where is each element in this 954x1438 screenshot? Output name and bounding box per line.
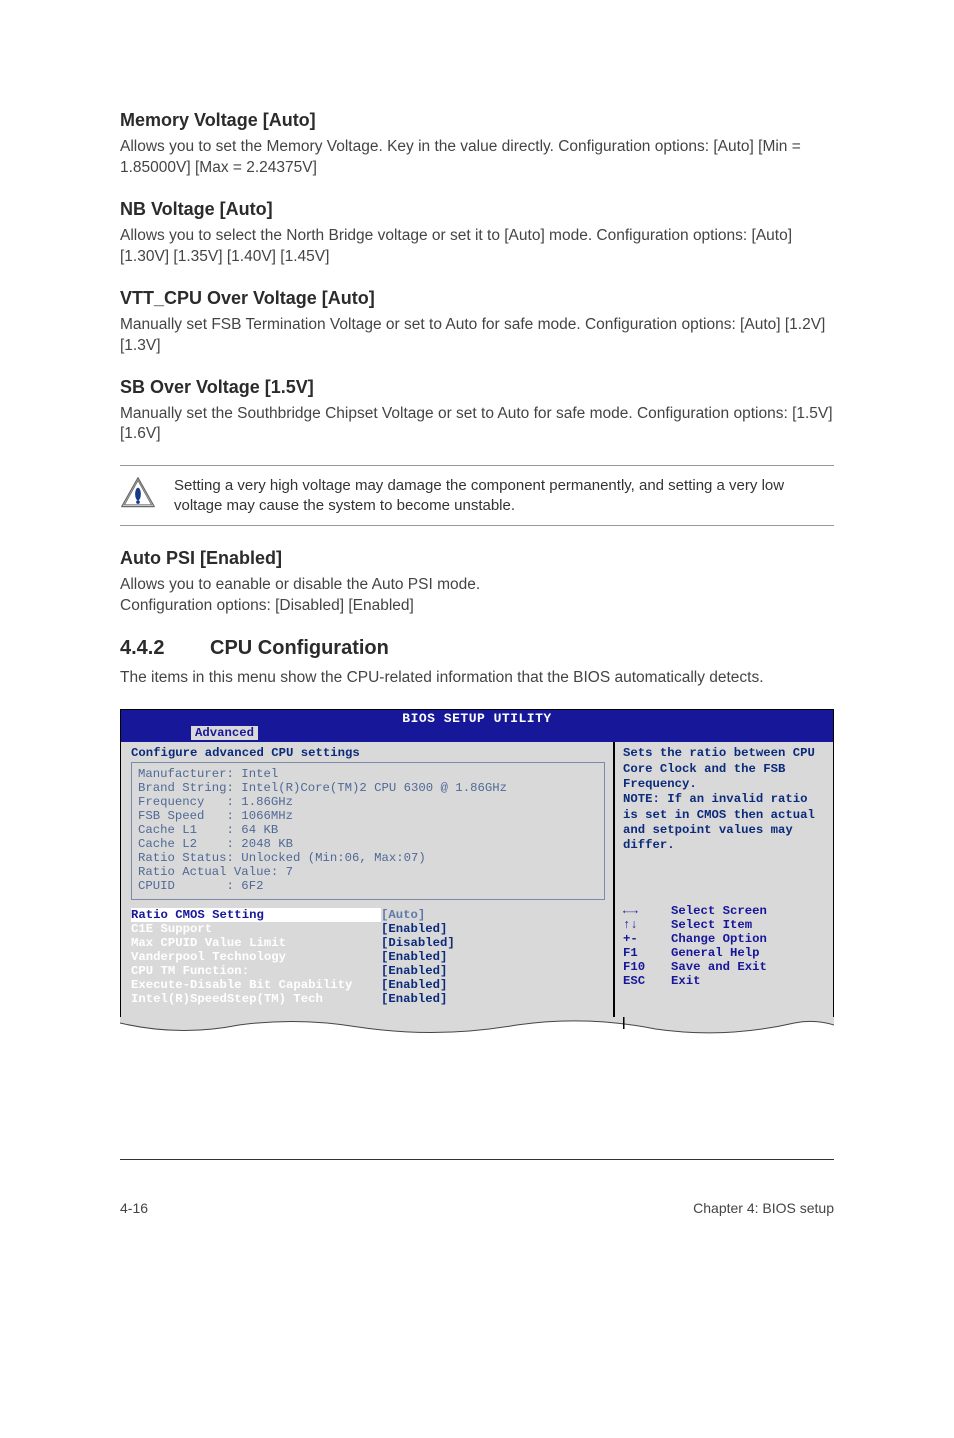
subchapter-intro: The items in this menu show the CPU-rela… xyxy=(120,668,834,689)
bios-key-symbol: ←→ xyxy=(623,904,671,918)
section-title: Auto PSI [Enabled] xyxy=(120,548,834,569)
bios-key-desc: General Help xyxy=(671,946,760,960)
bios-key-desc: Save and Exit xyxy=(671,960,767,974)
bios-setting-row[interactable]: Intel(R)SpeedStep(TM) Tech[Enabled] xyxy=(131,992,605,1006)
bios-setting-row[interactable]: Ratio CMOS Setting[Auto] xyxy=(131,908,605,922)
bios-key-symbol: F1 xyxy=(623,946,671,960)
bios-setting-row[interactable]: C1E Support[Enabled] xyxy=(131,922,605,936)
bios-info-line: Cache L2 : 2048 KB xyxy=(138,837,598,851)
bios-setting-label: Vanderpool Technology xyxy=(131,950,381,964)
section-title: NB Voltage [Auto] xyxy=(120,199,834,220)
bios-key-row: ←→Select Screen xyxy=(623,904,825,918)
warning-icon xyxy=(120,476,156,508)
page-footer: 4-16 Chapter 4: BIOS setup xyxy=(0,1160,954,1246)
section-body: Manually set the Southbridge Chipset Vol… xyxy=(120,404,834,446)
bios-setting-value: [Enabled] xyxy=(381,922,447,936)
bios-key-desc: Change Option xyxy=(671,932,767,946)
bios-setting-value: [Enabled] xyxy=(381,964,447,978)
section-body: Allows you to set the Memory Voltage. Ke… xyxy=(120,137,834,179)
section-title: VTT_CPU Over Voltage [Auto] xyxy=(120,288,834,309)
section-title: SB Over Voltage [1.5V] xyxy=(120,377,834,398)
section-body: Allows you to eanable or disable the Aut… xyxy=(120,575,834,617)
bios-setting-label: Ratio CMOS Setting xyxy=(131,908,381,922)
bios-setting-value: [Enabled] xyxy=(381,950,447,964)
bios-setting-label: Intel(R)SpeedStep(TM) Tech xyxy=(131,992,381,1006)
bios-setting-label: CPU TM Function: xyxy=(131,964,381,978)
section-body: Allows you to select the North Bridge vo… xyxy=(120,226,834,268)
bios-setting-value: [Disabled] xyxy=(381,936,455,950)
bios-info-line: Ratio Status: Unlocked (Min:06, Max:07) xyxy=(138,851,598,865)
bios-setting-row[interactable]: Max CPUID Value Limit[Disabled] xyxy=(131,936,605,950)
bios-setting-value: [Enabled] xyxy=(381,978,447,992)
bios-setting-label: C1E Support xyxy=(131,922,381,936)
bios-tab-row: Advanced xyxy=(121,726,833,742)
bios-key-row: F1General Help xyxy=(623,946,825,960)
bios-setting-row[interactable]: Vanderpool Technology[Enabled] xyxy=(131,950,605,964)
bios-setting-row[interactable]: CPU TM Function:[Enabled] xyxy=(131,964,605,978)
section-body: Manually set FSB Termination Voltage or … xyxy=(120,315,834,357)
torn-edge xyxy=(120,1017,834,1039)
bios-tab-advanced[interactable]: Advanced xyxy=(191,726,258,740)
bios-info-line: Ratio Actual Value: 7 xyxy=(138,865,598,879)
footer-chapter: Chapter 4: BIOS setup xyxy=(693,1200,834,1216)
section-title: Memory Voltage [Auto] xyxy=(120,110,834,131)
bios-settings-list: Ratio CMOS Setting[Auto]C1E Support[Enab… xyxy=(131,908,605,1006)
bios-help-text: Sets the ratio between CPU Core Clock an… xyxy=(623,746,825,854)
bios-screen: BIOS SETUP UTILITY Advanced Configure ad… xyxy=(120,709,834,1027)
bios-key-legend: ←→Select Screen↑↓Select Item+-Change Opt… xyxy=(623,904,825,988)
warning-note: Setting a very high voltage may damage t… xyxy=(120,465,834,526)
bios-setting-row[interactable]: Execute-Disable Bit Capability[Enabled] xyxy=(131,978,605,992)
footer-page-number: 4-16 xyxy=(120,1200,148,1216)
bios-info-line: Manufacturer: Intel xyxy=(138,767,598,781)
subchapter-title: CPU Configuration xyxy=(210,637,389,659)
bios-info-line: CPUID : 6F2 xyxy=(138,879,598,893)
bios-key-desc: Select Screen xyxy=(671,904,767,918)
warning-text: Setting a very high voltage may damage t… xyxy=(174,476,834,515)
bios-setting-value: [Enabled] xyxy=(381,992,447,1006)
bios-key-row: ↑↓Select Item xyxy=(623,918,825,932)
bios-key-desc: Exit xyxy=(671,974,701,988)
bios-key-symbol: F10 xyxy=(623,960,671,974)
bios-info-line: Cache L1 : 64 KB xyxy=(138,823,598,837)
subchapter-heading: 4.4.2CPU Configuration xyxy=(120,637,834,660)
bios-key-symbol: ESC xyxy=(623,974,671,988)
bios-key-row: F10Save and Exit xyxy=(623,960,825,974)
bios-key-symbol: +- xyxy=(623,932,671,946)
bios-key-desc: Select Item xyxy=(671,918,752,932)
bios-key-symbol: ↑↓ xyxy=(623,918,671,932)
bios-setting-label: Max CPUID Value Limit xyxy=(131,936,381,950)
bios-setting-value: [Auto] xyxy=(381,908,425,922)
bios-title: BIOS SETUP UTILITY xyxy=(121,710,833,726)
bios-left-pane: Configure advanced CPU settings Manufact… xyxy=(121,742,615,1026)
bios-right-pane: Sets the ratio between CPU Core Clock an… xyxy=(615,742,833,1026)
bios-info-line: Brand String: Intel(R)Core(TM)2 CPU 6300… xyxy=(138,781,598,795)
bios-cpu-info-box: Manufacturer: IntelBrand String: Intel(R… xyxy=(131,762,605,900)
bios-info-line: FSB Speed : 1066MHz xyxy=(138,809,598,823)
bios-info-line: Frequency : 1.86GHz xyxy=(138,795,598,809)
bios-section-heading: Configure advanced CPU settings xyxy=(131,746,605,760)
bios-key-row: ESCExit xyxy=(623,974,825,988)
subchapter-number: 4.4.2 xyxy=(120,637,210,660)
bios-setting-label: Execute-Disable Bit Capability xyxy=(131,978,381,992)
bios-key-row: +-Change Option xyxy=(623,932,825,946)
